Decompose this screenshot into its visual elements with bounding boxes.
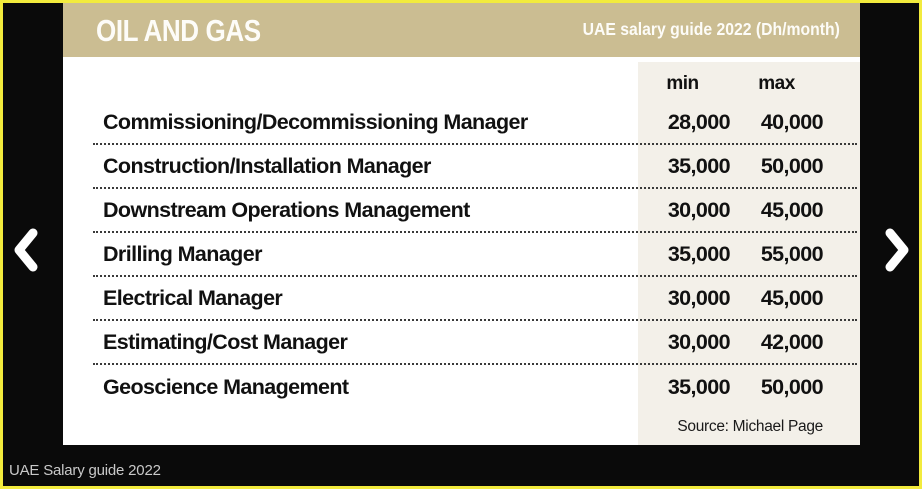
row-min-value: 30,000 <box>667 285 731 310</box>
values-column-shade <box>638 62 860 445</box>
table-row: Electrical Manager 30,000 45,000 <box>93 277 857 321</box>
row-min-value: 35,000 <box>667 241 731 266</box>
column-header-max: max <box>758 73 795 94</box>
table-row: Drilling Manager 35,000 55,000 <box>93 233 857 277</box>
column-header-min: min <box>666 73 699 94</box>
source-credit: Source: Michael Page <box>677 418 823 435</box>
chevron-right-icon <box>882 227 912 273</box>
row-max-value: 50,000 <box>760 153 824 178</box>
row-min-value: 30,000 <box>667 197 731 222</box>
row-role: Electrical Manager <box>103 285 283 310</box>
page-title: OIL AND GAS <box>96 12 261 48</box>
source-row: Source: Michael Page <box>93 409 857 445</box>
row-max-value: 45,000 <box>760 285 824 310</box>
table-row: Construction/Installation Manager 35,000… <box>93 145 857 189</box>
row-min-value: 35,000 <box>667 153 731 178</box>
row-min-value: 30,000 <box>667 329 731 354</box>
row-min-value: 28,000 <box>667 109 731 134</box>
row-max-value: 42,000 <box>760 329 824 354</box>
table-header-row: min max <box>93 57 857 101</box>
row-role: Downstream Operations Management <box>103 197 470 222</box>
row-max-value: 50,000 <box>760 374 824 399</box>
table-row: Commissioning/Decommissioning Manager 28… <box>93 101 857 145</box>
table-row: Geoscience Management 35,000 50,000 <box>93 365 857 409</box>
row-role: Geoscience Management <box>103 374 349 399</box>
row-max-value: 45,000 <box>760 197 824 222</box>
table-row: Estimating/Cost Manager 30,000 42,000 <box>93 321 857 365</box>
row-max-value: 55,000 <box>760 241 824 266</box>
row-role: Drilling Manager <box>103 241 262 266</box>
row-role: Estimating/Cost Manager <box>103 329 348 354</box>
salary-table-card: min max Commissioning/Decommissioning Ma… <box>63 57 860 445</box>
image-caption: UAE Salary guide 2022 <box>9 462 161 479</box>
carousel-prev-button[interactable] <box>8 225 44 275</box>
chevron-left-icon <box>11 227 41 273</box>
carousel-next-button[interactable] <box>879 225 915 275</box>
row-role: Construction/Installation Manager <box>103 153 431 178</box>
header-band: OIL AND GAS UAE salary guide 2022 (Dh/mo… <box>63 3 860 57</box>
table-body: Commissioning/Decommissioning Manager 28… <box>63 101 860 409</box>
row-min-value: 35,000 <box>667 374 731 399</box>
header-subtitle: UAE salary guide 2022 (Dh/month) <box>582 19 840 40</box>
row-max-value: 40,000 <box>760 109 824 134</box>
row-role: Commissioning/Decommissioning Manager <box>103 109 528 134</box>
salary-table: min max Commissioning/Decommissioning Ma… <box>63 57 860 445</box>
table-row: Downstream Operations Management 30,000 … <box>93 189 857 233</box>
